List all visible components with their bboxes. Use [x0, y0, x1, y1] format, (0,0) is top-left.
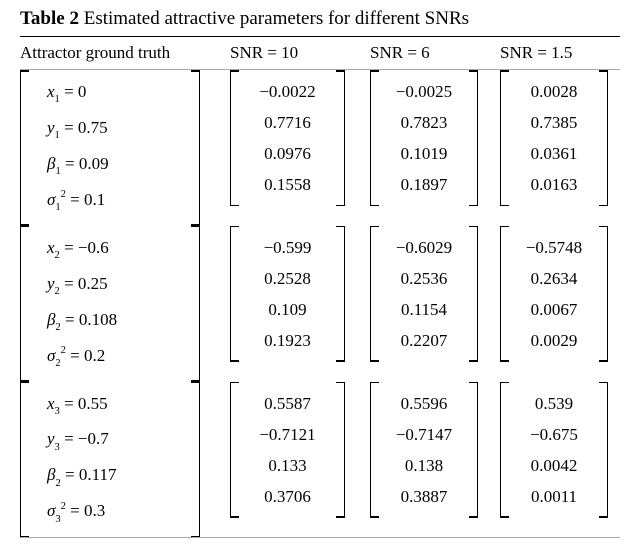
truth-vector-2: x2 = −0.6 y2 = 0.25 β2 = 0.108 σ22 = 0.2: [20, 226, 200, 382]
cell: 0.2207: [383, 325, 465, 356]
truth-entry: β1 = 0.09: [33, 148, 187, 184]
bracket-icon: [336, 382, 345, 518]
bracket-icon: [191, 226, 200, 382]
bracket-icon: [469, 226, 478, 362]
bracket-icon: [336, 70, 345, 206]
header-col-snr1-5: SNR = 1.5: [500, 43, 620, 63]
truth-entry: σ12 = 0.1: [33, 184, 187, 220]
bracket-icon: [191, 382, 200, 538]
cell: 0.133: [243, 450, 332, 481]
header-col-truth: Attractor ground truth: [20, 43, 230, 63]
snr1-5-vector-3: 0.539 −0.675 0.0042 0.0011: [500, 382, 608, 518]
table-title: Table 2 Estimated attractive parameters …: [20, 8, 620, 30]
bracket-icon: [500, 226, 509, 362]
cell: 0.0976: [243, 138, 332, 169]
truth-entry: x1 = 0: [33, 76, 187, 112]
bracket-icon: [370, 70, 379, 206]
cell: 0.0067: [513, 294, 595, 325]
cell: −0.6029: [383, 232, 465, 263]
table-row: x1 = 0 y1 = 0.75 β1 = 0.09 σ12 = 0.1 −0.…: [20, 70, 620, 226]
cell: 0.2528: [243, 263, 332, 294]
cell: 0.1019: [383, 138, 465, 169]
snr6-vector-2: −0.6029 0.2536 0.1154 0.2207: [370, 226, 478, 362]
cell: 0.3887: [383, 481, 465, 512]
truth-entry: x2 = −0.6: [33, 232, 187, 268]
cell: −0.675: [513, 419, 595, 450]
table-container: Table 2 Estimated attractive parameters …: [0, 0, 640, 558]
bracket-icon: [500, 382, 509, 518]
cell: −0.7147: [383, 419, 465, 450]
cell: 0.5596: [383, 388, 465, 419]
bracket-icon: [599, 226, 608, 362]
cell: 0.7716: [243, 107, 332, 138]
snr1-5-vector-1: 0.0028 0.7385 0.0361 0.0163: [500, 70, 608, 206]
snr10-vector-2: −0.599 0.2528 0.109 0.1923: [230, 226, 345, 362]
bracket-icon: [336, 226, 345, 362]
truth-entry: β2 = 0.108: [33, 304, 187, 340]
cell: −0.0022: [243, 76, 332, 107]
bracket-icon: [500, 70, 509, 206]
cell: 0.5587: [243, 388, 332, 419]
bracket-icon: [230, 382, 239, 518]
cell: −0.5748: [513, 232, 595, 263]
truth-entry: σ22 = 0.2: [33, 340, 187, 376]
bracket-icon: [191, 70, 200, 226]
bracket-icon: [20, 382, 29, 538]
cell: −0.599: [243, 232, 332, 263]
truth-vector-1: x1 = 0 y1 = 0.75 β1 = 0.09 σ12 = 0.1: [20, 70, 200, 226]
cell: 0.1923: [243, 325, 332, 356]
snr10-vector-3: 0.5587 −0.7121 0.133 0.3706: [230, 382, 345, 518]
cell: 0.0029: [513, 325, 595, 356]
cell: 0.0028: [513, 76, 595, 107]
cell: 0.1154: [383, 294, 465, 325]
snr6-vector-1: −0.0025 0.7823 0.1019 0.1897: [370, 70, 478, 206]
cell: −0.0025: [383, 76, 465, 107]
bottom-rule: [20, 537, 620, 538]
truth-entry: β2 = 0.117: [33, 459, 187, 495]
bracket-icon: [599, 382, 608, 518]
cell: 0.2634: [513, 263, 595, 294]
snr6-vector-3: 0.5596 −0.7147 0.138 0.3887: [370, 382, 478, 518]
cell: 0.3706: [243, 481, 332, 512]
cell: 0.2536: [383, 263, 465, 294]
bracket-icon: [230, 70, 239, 206]
cell: 0.7385: [513, 107, 595, 138]
cell: 0.1558: [243, 169, 332, 200]
table-row: x3 = 0.55 y3 = −0.7 β2 = 0.117 σ32 = 0.3…: [20, 382, 620, 538]
bracket-icon: [230, 226, 239, 362]
cell: 0.0011: [513, 481, 595, 512]
table-row: x2 = −0.6 y2 = 0.25 β2 = 0.108 σ22 = 0.2…: [20, 226, 620, 382]
bracket-icon: [20, 70, 29, 226]
truth-entry: y3 = −0.7: [33, 423, 187, 459]
cell: 0.138: [383, 450, 465, 481]
cell: 0.1897: [383, 169, 465, 200]
cell: 0.0361: [513, 138, 595, 169]
table-caption: Estimated attractive parameters for diff…: [84, 8, 469, 29]
table-header: Attractor ground truth SNR = 10 SNR = 6 …: [20, 37, 620, 69]
snr1-5-vector-2: −0.5748 0.2634 0.0067 0.0029: [500, 226, 608, 362]
truth-entry: x3 = 0.55: [33, 388, 187, 424]
snr10-vector-1: −0.0022 0.7716 0.0976 0.1558: [230, 70, 345, 206]
cell: 0.0163: [513, 169, 595, 200]
truth-entry: σ32 = 0.3: [33, 495, 187, 531]
cell: 0.7823: [383, 107, 465, 138]
truth-entry: y1 = 0.75: [33, 112, 187, 148]
bracket-icon: [599, 70, 608, 206]
cell: 0.0042: [513, 450, 595, 481]
table-label: Table 2: [20, 8, 79, 29]
cell: 0.539: [513, 388, 595, 419]
cell: 0.109: [243, 294, 332, 325]
bracket-icon: [370, 226, 379, 362]
bracket-icon: [469, 382, 478, 518]
bracket-icon: [469, 70, 478, 206]
bracket-icon: [370, 382, 379, 518]
bracket-icon: [20, 226, 29, 382]
truth-vector-3: x3 = 0.55 y3 = −0.7 β2 = 0.117 σ32 = 0.3: [20, 382, 200, 538]
truth-entry: y2 = 0.25: [33, 268, 187, 304]
header-col-snr10: SNR = 10: [230, 43, 370, 63]
cell: −0.7121: [243, 419, 332, 450]
header-col-snr6: SNR = 6: [370, 43, 500, 63]
